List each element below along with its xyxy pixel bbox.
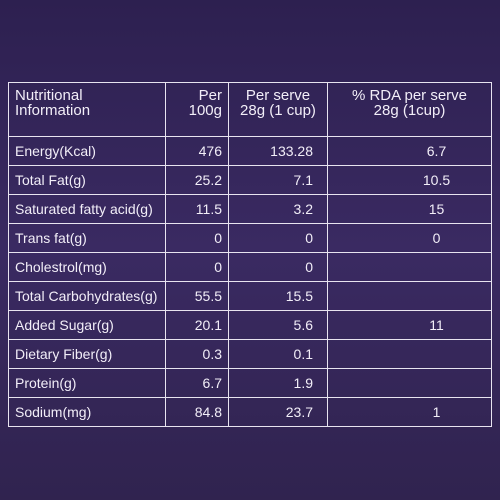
nutrient-value: 20.1: [165, 310, 229, 340]
nutrient-value: 0: [165, 252, 229, 282]
nutrient-value: 3.2: [228, 194, 328, 224]
nutrient-value: 84.8: [165, 397, 229, 427]
nutrient-value: 6.7: [165, 368, 229, 398]
header-row: Nutritional Information Per 100g Per serve…: [8, 82, 492, 137]
nutrient-name: Dietary Fiber(g): [8, 339, 166, 369]
table-row: Total Fat(g) 25.2 7.1 10.5: [8, 165, 492, 195]
nutrient-name: Sodium(mg): [8, 397, 166, 427]
header-cell: Nutritional Information: [8, 82, 166, 137]
table-row: Dietary Fiber(g) 0.3 0.1: [8, 339, 492, 369]
header-cell: % RDA per serve 28g (1cup): [327, 82, 492, 137]
nutrient-value: 15: [327, 194, 492, 224]
nutrient-name: Cholestrol(mg): [8, 252, 166, 282]
nutrient-value: 0: [165, 223, 229, 253]
nutrient-value: 5.6: [228, 310, 328, 340]
table-row: Saturated fatty acid(g) 11.5 3.2 15: [8, 194, 492, 224]
nutrient-name: Trans fat(g): [8, 223, 166, 253]
nutrient-value: 0.3: [165, 339, 229, 369]
header-cell: Per serve 28g (1 cup): [228, 82, 328, 137]
nutrient-value: [327, 281, 492, 311]
nutrient-value: [327, 368, 492, 398]
nutrition-table: Nutritional Information Per 100g Per serve…: [8, 82, 492, 427]
nutrient-value: [327, 252, 492, 282]
nutrient-value: 0: [228, 252, 328, 282]
nutrient-name: Added Sugar(g): [8, 310, 166, 340]
nutrient-value: 15.5: [228, 281, 328, 311]
nutrient-value: 11.5: [165, 194, 229, 224]
nutrient-value: 0: [228, 223, 328, 253]
table-row: Sodium(mg) 84.8 23.7 1: [8, 397, 492, 427]
nutrient-value: 1.9: [228, 368, 328, 398]
table-body: Nutritional Information Per 100g Per serve…: [8, 82, 492, 427]
nutrient-value: 133.28: [228, 136, 328, 166]
table-row: Added Sugar(g) 20.1 5.6 11: [8, 310, 492, 340]
nutrient-value: 476: [165, 136, 229, 166]
nutrient-value: [327, 339, 492, 369]
table-row: Total Carbohydrates(g) 55.5 15.5: [8, 281, 492, 311]
table-row: Protein(g) 6.7 1.9: [8, 368, 492, 398]
nutrient-name: Protein(g): [8, 368, 166, 398]
nutrient-name: Saturated fatty acid(g): [8, 194, 166, 224]
nutrient-value: 7.1: [228, 165, 328, 195]
table-row: Cholestrol(mg) 0 0: [8, 252, 492, 282]
nutrient-value: 55.5: [165, 281, 229, 311]
nutrient-value: 0: [327, 223, 492, 253]
nutrient-value: 1: [327, 397, 492, 427]
nutrient-name: Total Fat(g): [8, 165, 166, 195]
nutrient-name: Total Carbohydrates(g): [8, 281, 166, 311]
nutrient-value: 0.1: [228, 339, 328, 369]
nutrient-value: 25.2: [165, 165, 229, 195]
nutrient-value: 6.7: [327, 136, 492, 166]
nutrient-value: 23.7: [228, 397, 328, 427]
nutrient-name: Energy(Kcal): [8, 136, 166, 166]
header-cell: Per 100g: [165, 82, 229, 137]
nutrient-value: 11: [327, 310, 492, 340]
table-row: Trans fat(g) 0 0 0: [8, 223, 492, 253]
nutrient-value: 10.5: [327, 165, 492, 195]
table-row: Energy(Kcal) 476 133.28 6.7: [8, 136, 492, 166]
